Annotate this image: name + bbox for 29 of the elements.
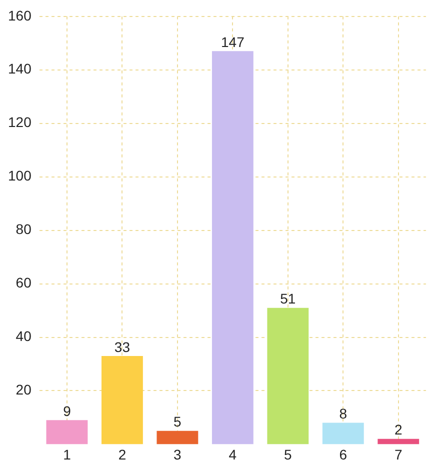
y-tick-label: 100 bbox=[8, 168, 32, 184]
x-tick-label: 3 bbox=[174, 446, 182, 462]
bar bbox=[322, 422, 364, 444]
y-tick-label: 20 bbox=[16, 382, 32, 398]
y-tick-label: 40 bbox=[16, 328, 32, 344]
data-label: 147 bbox=[221, 34, 245, 50]
data-label: 5 bbox=[174, 414, 182, 430]
y-tick-label: 80 bbox=[16, 221, 32, 238]
x-tick-label: 7 bbox=[394, 446, 402, 462]
bar bbox=[101, 356, 143, 444]
data-label: 51 bbox=[280, 290, 296, 307]
bar bbox=[378, 438, 420, 444]
y-tick-label: 160 bbox=[8, 7, 32, 24]
data-label: 8 bbox=[339, 406, 348, 422]
bar bbox=[156, 430, 198, 444]
data-label: 2 bbox=[394, 422, 402, 438]
y-tick-label: 120 bbox=[8, 114, 32, 130]
x-tick-label: 4 bbox=[228, 446, 237, 462]
x-tick-label: 1 bbox=[63, 446, 72, 462]
bar bbox=[46, 420, 88, 444]
x-tick-label: 6 bbox=[339, 446, 348, 462]
y-tick-label: 60 bbox=[16, 274, 32, 291]
bar bbox=[212, 51, 254, 444]
bar bbox=[267, 308, 309, 444]
x-tick-label: 5 bbox=[284, 446, 292, 462]
data-label: 33 bbox=[114, 338, 130, 355]
y-tick-label: 140 bbox=[8, 60, 32, 77]
x-tick-label: 2 bbox=[118, 446, 126, 462]
data-label: 9 bbox=[63, 402, 72, 419]
